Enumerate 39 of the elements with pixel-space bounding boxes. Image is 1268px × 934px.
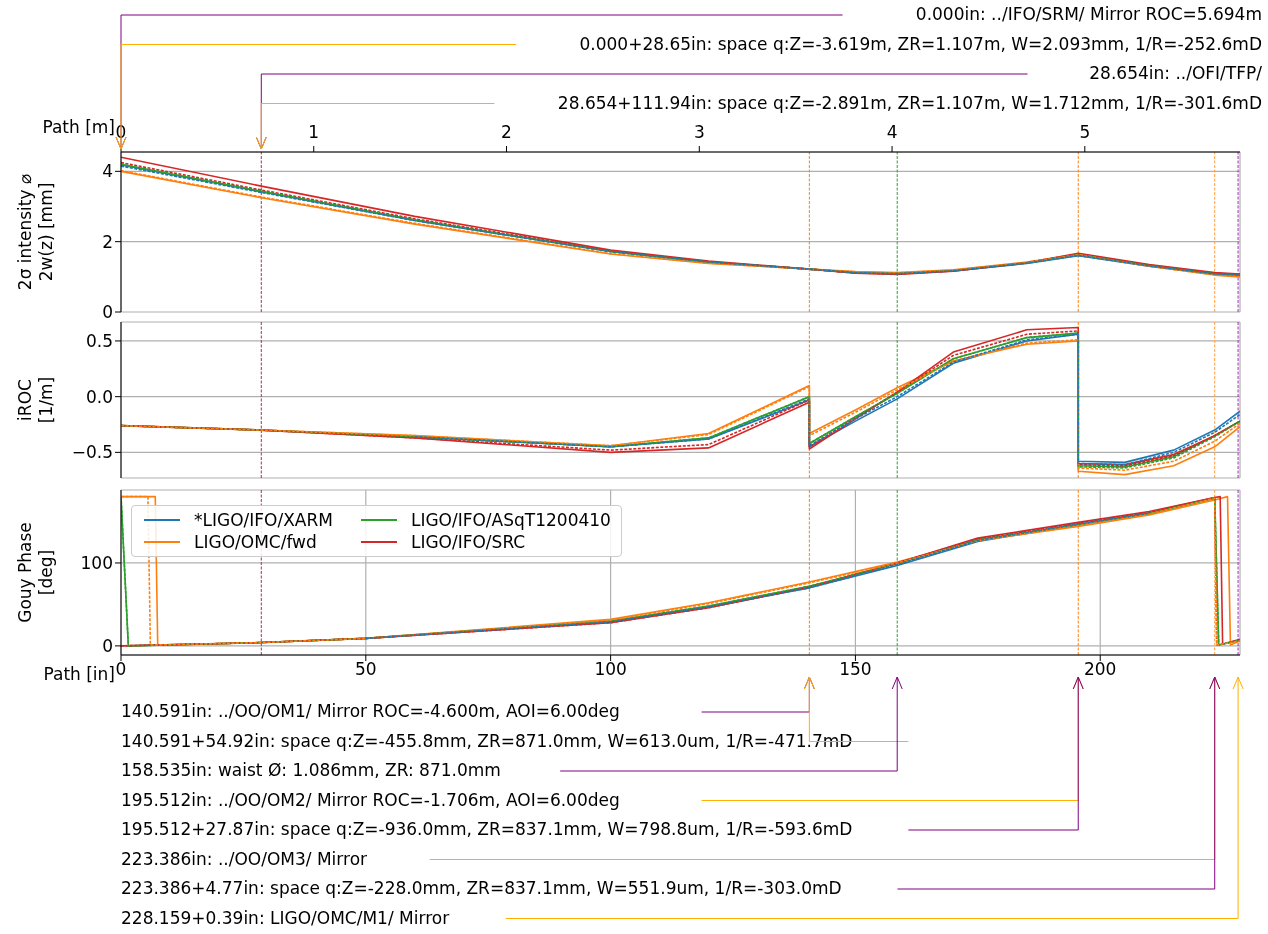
text: 223.386+4.77in: space q:Z=-228.0mm, ZR=837.1mm, W=551.9um, 1/R=-303.0mD (121, 878, 842, 898)
text: 223.386in: ../OO/OM3/ Mirror (121, 848, 368, 869)
x-tick-label: 100 (594, 659, 627, 680)
text: 28.654+111.94in: space q:Z=-2.891m, ZR=1.107m, W=1.712mm, 1/R=-301.6mD (557, 92, 1262, 113)
text: 28.654in: ../OFI/TFP/ (1089, 63, 1263, 83)
text: 0.000+28.65in: space q:Z=-3.619m, ZR=1.107m, W=2.093mm, 1/R=-252.6mD (579, 33, 1262, 54)
y-axis-title: iROC [1/m] (15, 376, 56, 424)
y-tick-label: 0.5 (85, 330, 113, 351)
text: 195.512+27.87in: space q:Z=-936.0mm, ZR=837.1mm, W=798.8um, 1/R=-593.6mD (121, 819, 853, 839)
x2-tick-label: 2 (501, 122, 512, 142)
x2-tick-label: 1 (308, 122, 320, 142)
x-tick-label: 0 (115, 659, 127, 680)
text: 158.535in: waist Ø: 1.086mm, ZR: 871.0mm (121, 760, 501, 780)
y-axis-title: 2σ intensity ⌀ 2w(z) [mm] (15, 173, 56, 291)
x2-tick-label: 5 (1079, 122, 1091, 142)
y-axis-title: Gouy Phase [deg] (15, 522, 56, 623)
x-tick-label: 150 (839, 659, 872, 680)
y-tick-label: 0.0 (85, 386, 113, 407)
text: 0.000in: ../IFO/SRM/ Mirror ROC=5.694m (915, 4, 1262, 24)
x-tick-label: 50 (354, 659, 377, 680)
text: 140.591+54.92in: space q:Z=-455.8mm, ZR=871.0mm, W=613.0um, 1/R=-471.7mD (121, 730, 853, 751)
y-tick-label: −0.5 (71, 442, 113, 463)
y-tick-label: 4 (102, 161, 113, 182)
y-tick-label: 100 (80, 553, 113, 573)
text: 195.512in: ../OO/OM2/ Mirror ROC=-1.706m, AOI=6.00deg (121, 789, 620, 810)
x-tick-label: 200 (1083, 659, 1117, 680)
y-tick-label: 0 (102, 635, 113, 656)
y-tick-label: 2 (102, 231, 113, 252)
text: 228.159+0.39in: LIGO/OMC/M1/ Mirror (121, 907, 450, 928)
text: 140.591in: ../OO/OM1/ Mirror ROC=-4.600m, AOI=6.00deg (121, 701, 620, 721)
legend-label: LIGO/IFO/ASqT1200410 (410, 510, 611, 530)
legend-label: LIGO/OMC/fwd (194, 532, 317, 552)
legend-label: LIGO/IFO/SRC (410, 532, 526, 552)
x-axis-title: Path [in] (43, 664, 115, 684)
y-tick-label: 0 (102, 302, 113, 323)
legend-label: *LIGO/IFO/XARM (194, 510, 333, 530)
x2-tick-label: 4 (886, 122, 898, 142)
x2-tick-label: 3 (693, 122, 705, 142)
x2-axis-title: Path [m] (42, 117, 115, 137)
